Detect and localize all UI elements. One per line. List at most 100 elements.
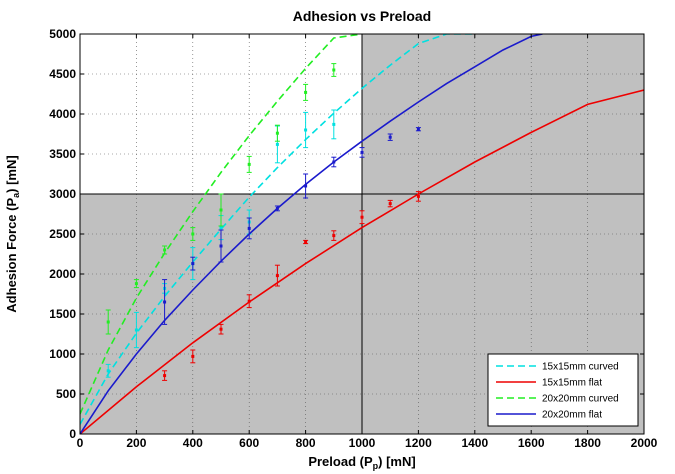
y-tick-label: 1500 (49, 307, 76, 321)
series-4-curve (80, 34, 543, 434)
x-tick-label: 1600 (518, 436, 545, 450)
y-tick-label: 500 (56, 387, 76, 401)
point-marker (191, 232, 195, 236)
data-point (246, 294, 252, 309)
point-marker (219, 208, 223, 212)
x-tick-label: 1800 (574, 436, 601, 450)
series-1-curve (80, 34, 475, 425)
data-point (387, 199, 393, 208)
data-point (303, 111, 309, 149)
series-4 (80, 34, 543, 434)
x-tick-label: 1200 (405, 436, 432, 450)
legend-label: 20x20mm flat (542, 410, 602, 421)
data-point (162, 370, 168, 381)
reference-lines (80, 34, 644, 434)
data-point (218, 229, 224, 263)
data-point (274, 205, 280, 212)
point-marker (416, 194, 420, 198)
data-point (246, 217, 252, 240)
point-marker (304, 240, 308, 244)
point-marker (191, 262, 195, 266)
data-point (246, 155, 252, 173)
point-marker (304, 90, 308, 94)
data-point (162, 279, 168, 325)
point-marker (247, 299, 251, 303)
data-point (218, 323, 224, 335)
data-point (331, 230, 337, 241)
point-marker (106, 369, 110, 373)
data-point (133, 279, 139, 289)
x-axis-label-main: Preload (P (308, 454, 373, 469)
point-marker (191, 354, 195, 358)
point-marker (332, 68, 336, 72)
point-marker (163, 300, 167, 304)
data-point (274, 124, 280, 142)
data-point (303, 173, 309, 199)
legend: 15x15mm curved 15x15mm flat 20x20mm curved… (487, 353, 639, 427)
data-point (331, 63, 337, 77)
point-marker (332, 122, 336, 126)
series-2-curve (80, 89, 644, 434)
data-point (331, 156, 337, 168)
point-marker (332, 160, 336, 164)
legend-label: 20x20mm curved (542, 394, 619, 405)
y-axis-label-main: Adhesion Force (P (4, 198, 19, 313)
series-1 (80, 34, 475, 425)
axis-ticks: 0 200 400 600 800 1000 1200 1400 1600 1800 2000 0 50… (49, 27, 657, 450)
point-marker (219, 244, 223, 248)
data-point (303, 83, 309, 101)
series-2 (80, 89, 644, 434)
data-point (359, 210, 365, 225)
y-tick-label: 5000 (49, 27, 76, 41)
point-marker (247, 226, 251, 230)
point-marker (106, 320, 110, 324)
y-tick-label: 3000 (49, 187, 76, 201)
y-tick-label: 2000 (49, 267, 76, 281)
point-marker (134, 282, 138, 286)
point-marker (332, 234, 336, 238)
point-marker (219, 226, 223, 230)
data-point (133, 311, 139, 349)
data-point (359, 147, 365, 158)
point-marker (163, 374, 167, 378)
y-axis-label-sub: a (11, 192, 21, 198)
x-tick-label: 1000 (349, 436, 376, 450)
y-tick-label: 0 (69, 427, 76, 441)
data-point (190, 256, 196, 271)
data-point (105, 309, 111, 335)
point-marker (360, 215, 364, 219)
x-tick-label: 2000 (631, 436, 658, 450)
point-marker (388, 135, 392, 139)
legend-label: 15x15mm flat (542, 378, 602, 389)
point-marker (304, 184, 308, 188)
unshaded-region (80, 34, 362, 194)
data-point (218, 193, 224, 227)
point-marker (275, 206, 279, 210)
data-point (190, 349, 196, 364)
x-tick-label: 1400 (461, 436, 488, 450)
y-tick-label: 4000 (49, 107, 76, 121)
series-3-curve (80, 34, 363, 415)
y-axis-label-tail: ) [mN] (4, 155, 19, 193)
y-tick-label: 2500 (49, 227, 76, 241)
x-axis-label: Preload (Pp) [mN] (308, 454, 415, 471)
chart-title: Adhesion vs Preload (293, 8, 431, 24)
data-point (105, 363, 111, 378)
point-marker (388, 202, 392, 206)
data-point (415, 127, 421, 132)
x-tick-label: 400 (183, 436, 203, 450)
y-axis-label: Adhesion Force (Pa) [mN] (4, 155, 21, 312)
point-marker (275, 274, 279, 278)
series-3 (80, 34, 363, 415)
series-group (80, 34, 644, 434)
y-tick-label: 3500 (49, 147, 76, 161)
data-point (162, 245, 168, 255)
y-tick-label: 4500 (49, 67, 76, 81)
point-marker (360, 150, 364, 154)
y-tick-label: 1000 (49, 347, 76, 361)
data-point (274, 264, 280, 287)
point-marker (275, 131, 279, 135)
data-point (303, 239, 309, 245)
legend-label: 15x15mm curved (542, 362, 619, 373)
